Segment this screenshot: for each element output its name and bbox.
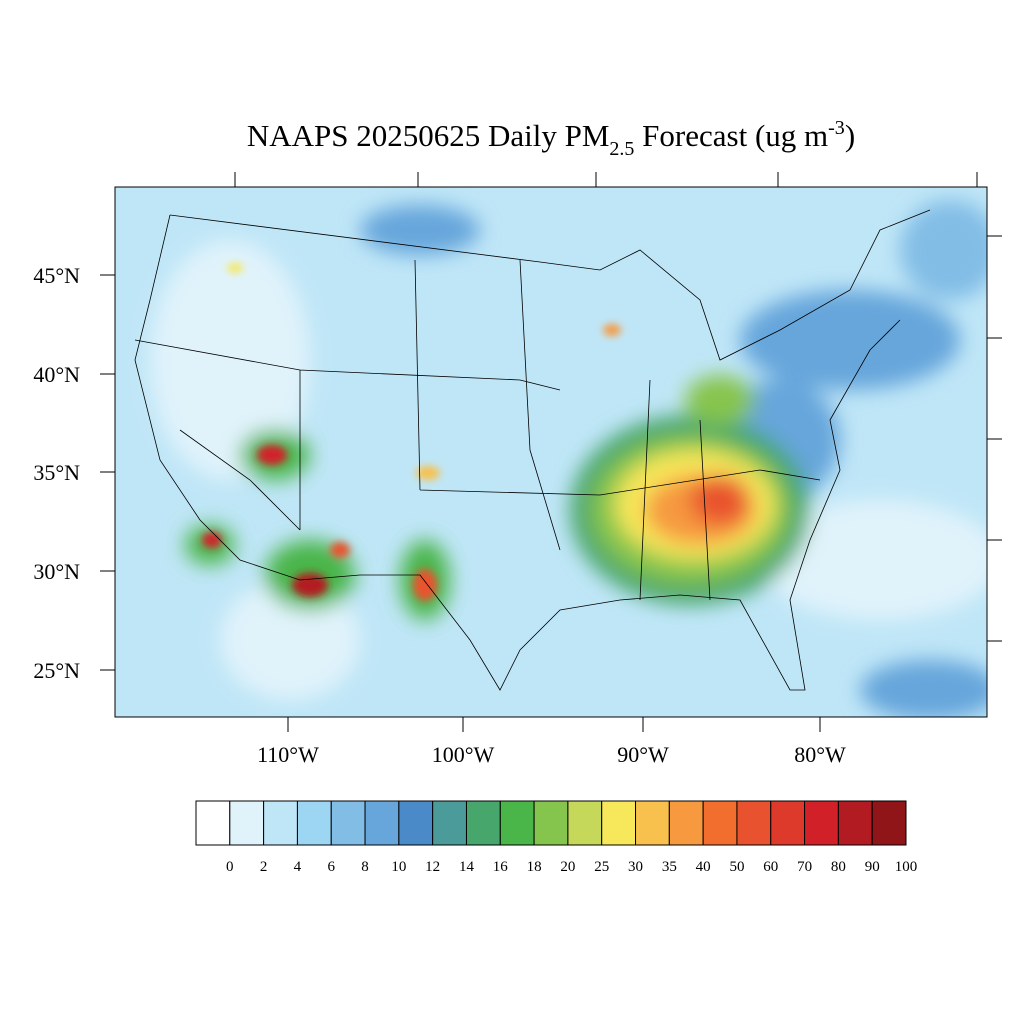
color-box bbox=[533, 800, 569, 846]
colorbar-label: 0 bbox=[226, 859, 234, 875]
colorbar-label: 35 bbox=[662, 859, 677, 875]
lon-label: 100°W bbox=[432, 742, 495, 767]
color-box bbox=[195, 800, 231, 846]
lat-label: 35°N bbox=[33, 460, 80, 485]
lat-label: 25°N bbox=[33, 658, 80, 683]
colorbar-label: 25 bbox=[594, 859, 609, 875]
colorbar-label: 18 bbox=[527, 859, 542, 875]
colorbar-label: 90 bbox=[865, 859, 880, 875]
lon-label: 110°W bbox=[257, 742, 319, 767]
color-box bbox=[398, 800, 434, 846]
colorbar-label: 4 bbox=[294, 859, 302, 875]
colorbar-label: 2 bbox=[260, 859, 268, 875]
title-text: ) bbox=[845, 118, 855, 153]
title-superscript: -3 bbox=[828, 117, 845, 139]
colorbar-label: 20 bbox=[560, 859, 575, 875]
lon-label: 80°W bbox=[794, 742, 846, 767]
color-box bbox=[330, 800, 366, 846]
color-box bbox=[229, 800, 265, 846]
colorbar-label: 12 bbox=[425, 859, 440, 875]
colorbar-label: 10 bbox=[391, 859, 406, 875]
color-box bbox=[432, 800, 467, 846]
color-box bbox=[702, 800, 738, 846]
color-box bbox=[499, 800, 535, 846]
color-box bbox=[736, 800, 772, 846]
color-box bbox=[601, 800, 637, 846]
colorbar-label: 40 bbox=[696, 859, 711, 875]
color-box bbox=[871, 800, 907, 846]
color-box bbox=[837, 800, 873, 846]
boundaries bbox=[134, 209, 931, 691]
title-text: Forecast (ug m bbox=[634, 118, 828, 153]
colorbar-label: 30 bbox=[628, 859, 643, 875]
color-box bbox=[668, 800, 704, 846]
title-subscript: 2.5 bbox=[609, 138, 634, 160]
lat-label: 45°N bbox=[33, 263, 80, 288]
colorbar-label: 6 bbox=[327, 859, 335, 875]
colorbar-label: 16 bbox=[493, 859, 509, 875]
colorbar-label: 14 bbox=[459, 859, 475, 875]
colorbar-label: 100 bbox=[895, 859, 918, 875]
map-frame bbox=[114, 186, 988, 718]
map-field bbox=[115, 187, 987, 717]
frame-ticks bbox=[100, 172, 1002, 732]
lon-label: 90°W bbox=[617, 742, 669, 767]
colorbar-label: 80 bbox=[831, 859, 846, 875]
color-box bbox=[364, 800, 400, 846]
map-title: NAAPS 20250625 Daily PM2.5 Forecast (ug … bbox=[247, 117, 855, 160]
lat-label: 40°N bbox=[33, 362, 80, 387]
colorbar-label: 8 bbox=[361, 859, 369, 875]
color-box bbox=[296, 800, 332, 846]
colorbar-label: 60 bbox=[763, 859, 778, 875]
color-box bbox=[804, 800, 839, 846]
lat-label: 30°N bbox=[33, 559, 80, 584]
color-box bbox=[635, 800, 670, 846]
colorbar-label: 70 bbox=[797, 859, 812, 875]
color-box bbox=[263, 800, 298, 846]
color-box bbox=[567, 800, 603, 846]
color-box bbox=[465, 800, 501, 846]
title-text: NAAPS 20250625 Daily PM bbox=[247, 118, 610, 153]
colorbar-label: 50 bbox=[729, 859, 744, 875]
color-box bbox=[770, 800, 806, 846]
